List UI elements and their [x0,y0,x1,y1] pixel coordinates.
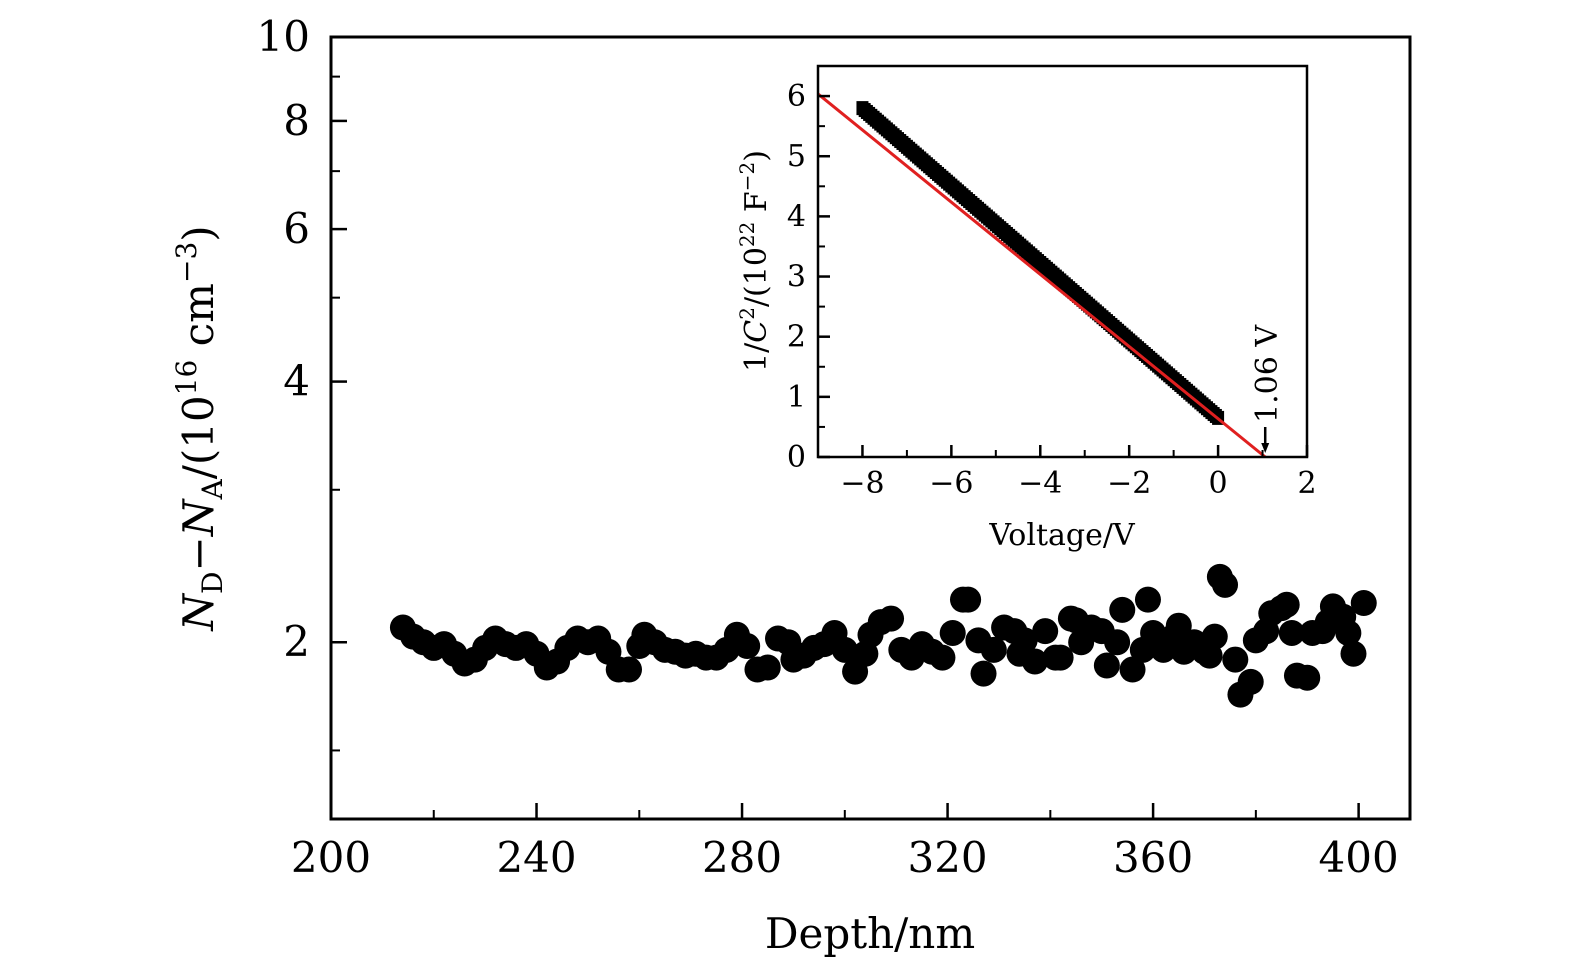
inset-data [856,101,1225,425]
main-data-point [1021,648,1048,675]
inset-x-tick-label: 2 [1297,466,1316,501]
main-y-tick-label: 8 [283,96,310,145]
main-y-tick-label: 4 [283,357,310,406]
main-data-point [1119,656,1146,683]
inset-x-axis-label: Voltage/V [988,518,1136,553]
inset-y-tick-label: 0 [787,440,806,475]
main-data-point [1011,627,1038,654]
inset-plot-frame [816,64,1309,459]
inset-x-tick-label: −8 [840,466,884,501]
main-data-point [1104,629,1131,656]
main-plot-frame [329,35,1412,821]
main-data-point [1165,612,1192,639]
inset-y-ticks: 0 1 2 3 4 5 6 [787,79,830,475]
main-data-point [980,636,1007,663]
main-data-point [1350,590,1377,617]
inset-x-tick-label: 0 [1209,466,1228,501]
inset-fit-line-segment [817,92,1267,459]
main-data-point [616,656,643,683]
inset-annotation: 1.06 V [1250,324,1285,453]
main-x-tick-label: 360 [1113,833,1193,882]
main-data-point [929,644,956,671]
annotation-label: 1.06 V [1250,324,1285,423]
main-data-point [1201,623,1228,650]
main-x-tick-label: 400 [1319,833,1399,882]
main-x-tick-label: 240 [496,833,576,882]
main-data-point [734,633,761,660]
inset-y-tick-label: 1 [787,380,806,415]
main-data-point [1237,668,1264,695]
main-x-tick-label: 200 [291,833,371,882]
main-data-point [754,654,781,681]
main-data-points [389,563,1377,708]
main-data-point [1273,591,1300,618]
inset-x-tick-label: −6 [929,466,973,501]
main-data-point [1134,586,1161,613]
inset-y-axis-label: 1/C2/(1022 F−2) [735,150,774,372]
main-x-axis-label: Depth/nm [765,909,975,958]
main-data-point [831,636,858,663]
inset-y-tick-label: 2 [787,320,806,355]
inset-x-tick-label: −2 [1107,466,1151,501]
inset-y-tick-label: 5 [787,139,806,174]
inset-y-tick-label: 4 [787,199,806,234]
main-x-tick-label: 320 [907,833,987,882]
main-data-point [1109,596,1136,623]
main-data-point [955,586,982,613]
inset-x-tick-label: −4 [1018,466,1062,501]
annotation-arrow-head [1261,443,1270,453]
main-data-point [1047,644,1074,671]
main-data-point [878,605,905,632]
inset-y-tick-label: 6 [787,79,806,114]
main-x-ticks: 200 240 280 320 360 400 [291,803,1399,882]
main-y-tick-label: 6 [283,204,310,253]
main-data-point [1335,619,1362,646]
main-data-point [1294,664,1321,691]
main-x-tick-label: 280 [702,833,782,882]
main-y-ticks: 2 4 6 8 10 [257,12,347,752]
main-y-tick-label: 2 [283,617,310,666]
inset-x-ticks: −8 −6 −4 −2 0 2 [817,445,1317,501]
main-data-point [1093,652,1120,679]
main-data-point [1032,618,1059,645]
main-y-tick-label: 10 [257,12,310,61]
main-data-point [1278,619,1305,646]
inset-plot: −8 −6 −4 −2 0 2 0 1 2 3 4 5 6 1.06 V Voltage/V 1/C2… [735,64,1317,553]
main-data-point [1222,646,1249,673]
main-data-point [1340,640,1367,667]
inset-y-tick-label: 3 [787,260,806,295]
main-data-point [970,660,997,687]
inset-fit-line [817,92,1267,459]
main-y-axis-label: ND−NA/(1016 cm−3) [170,225,229,631]
main-data-point [939,619,966,646]
main-data-point [1212,571,1239,598]
